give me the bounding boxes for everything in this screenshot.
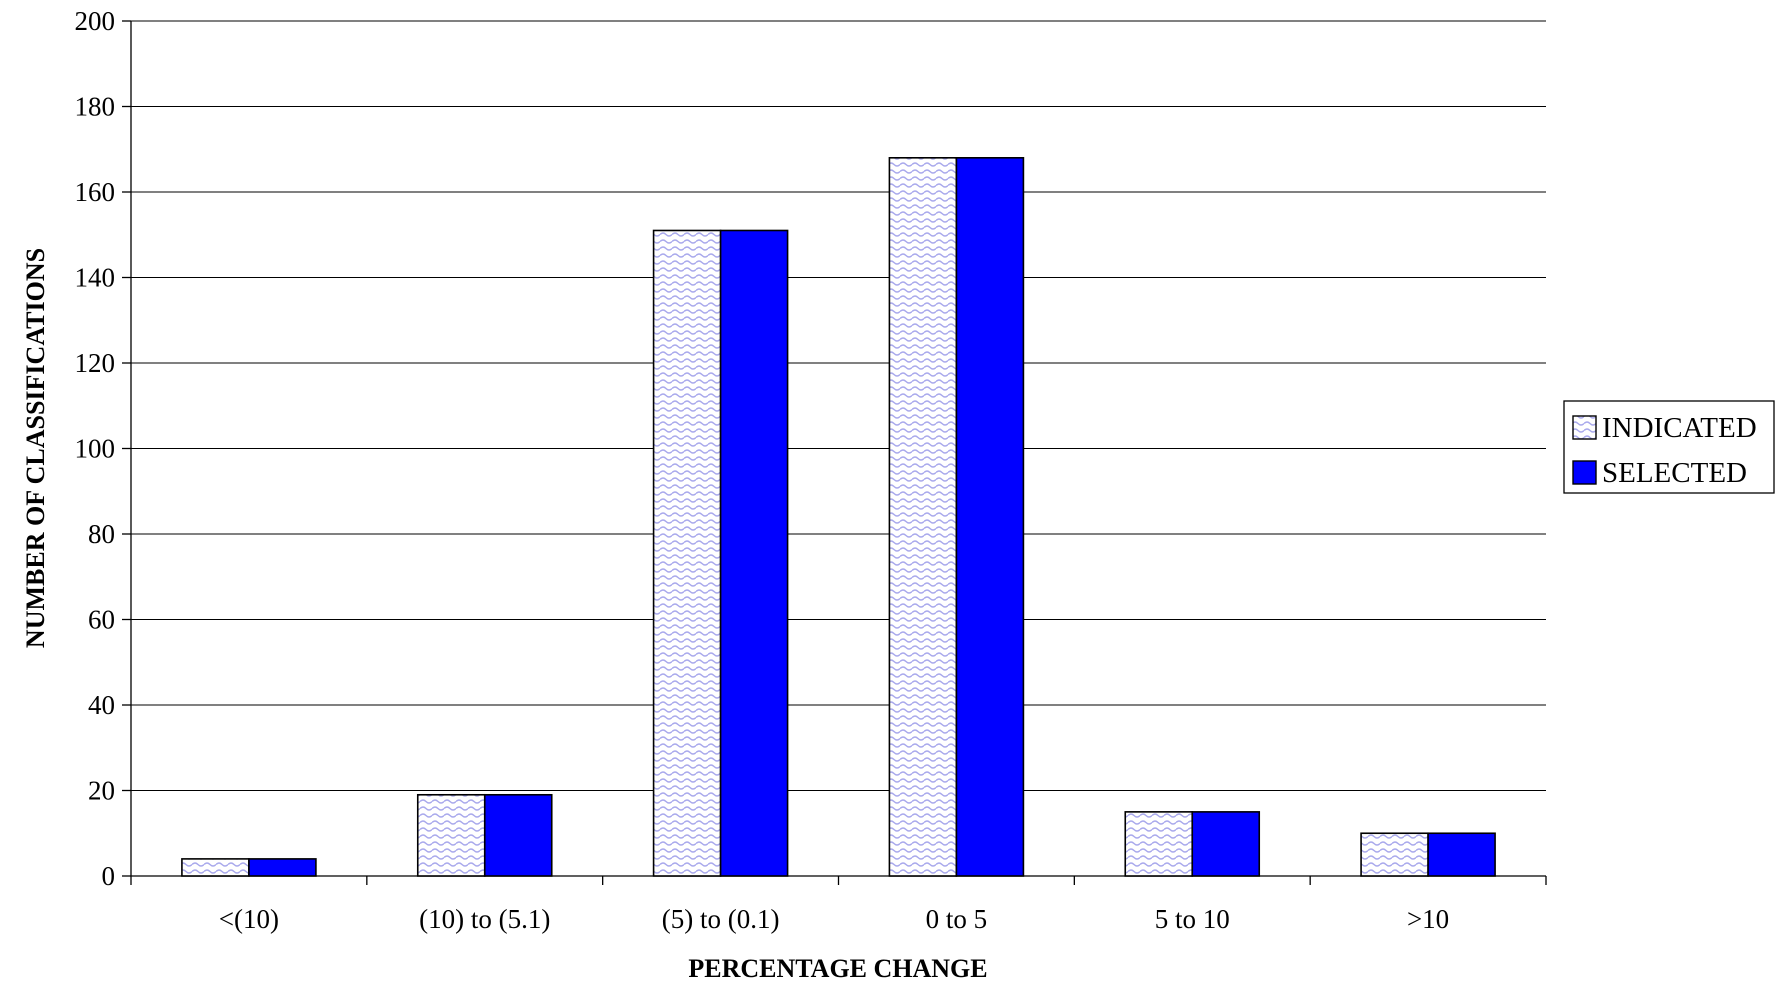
- bar-selected: [1427, 832, 1496, 877]
- bar-selected: [955, 157, 1025, 877]
- bar-indicated: [888, 157, 958, 877]
- y-tick-label: 120: [75, 348, 116, 378]
- y-tick-label: 80: [88, 519, 115, 549]
- legend-label-selected: SELECTED: [1602, 457, 1747, 489]
- bar-indicated: [1124, 811, 1194, 877]
- bar-indicated: [652, 229, 722, 877]
- x-tick-label: (5) to (0.1): [662, 904, 780, 934]
- y-axis-title: NUMBER OF CLASSIFICATIONS: [21, 248, 50, 648]
- legend-swatch-indicated: [1572, 415, 1597, 440]
- x-tick-label: <(10): [219, 904, 279, 934]
- y-tick-label: 0: [102, 861, 116, 891]
- x-axis-title: PERCENTAGE CHANGE: [688, 954, 987, 983]
- y-tick-label: 180: [75, 92, 116, 122]
- legend-box: [1563, 400, 1775, 494]
- x-tick-label: (10) to (5.1): [419, 904, 550, 934]
- legend: INDICATED SELECTED: [1563, 400, 1775, 494]
- bar-selected: [719, 229, 789, 877]
- y-tick-label: 60: [88, 605, 115, 635]
- bar-indicated: [1360, 832, 1429, 877]
- y-tick-labels: 0 20 40 60 80 100 120 140 160 180 200: [75, 6, 116, 891]
- bar-indicated: [416, 793, 486, 877]
- x-tick-label: 5 to 10: [1155, 904, 1230, 934]
- y-tick-label: 40: [88, 690, 115, 720]
- y-tick-label: 20: [88, 776, 115, 806]
- bar-selected: [248, 858, 317, 877]
- y-tick-label: 100: [75, 434, 116, 464]
- x-tick-labels: <(10) (10) to (5.1) (5) to (0.1) 0 to 5 5 to…: [219, 904, 1449, 934]
- bar-selected: [1191, 811, 1261, 877]
- x-tick-label: 0 to 5: [926, 904, 988, 934]
- gridlines: [131, 20, 1546, 791]
- bars: [181, 157, 1496, 877]
- y-tick-label: 160: [75, 177, 116, 207]
- x-tick-label: >10: [1407, 904, 1449, 934]
- axes: [122, 20, 1547, 885]
- legend-swatch-selected: [1572, 460, 1597, 485]
- y-tick-label: 140: [75, 263, 116, 293]
- y-tick-label: 200: [75, 6, 116, 36]
- bar-selected: [483, 793, 553, 877]
- legend-label-indicated: INDICATED: [1602, 412, 1757, 444]
- bar-indicated: [181, 858, 250, 877]
